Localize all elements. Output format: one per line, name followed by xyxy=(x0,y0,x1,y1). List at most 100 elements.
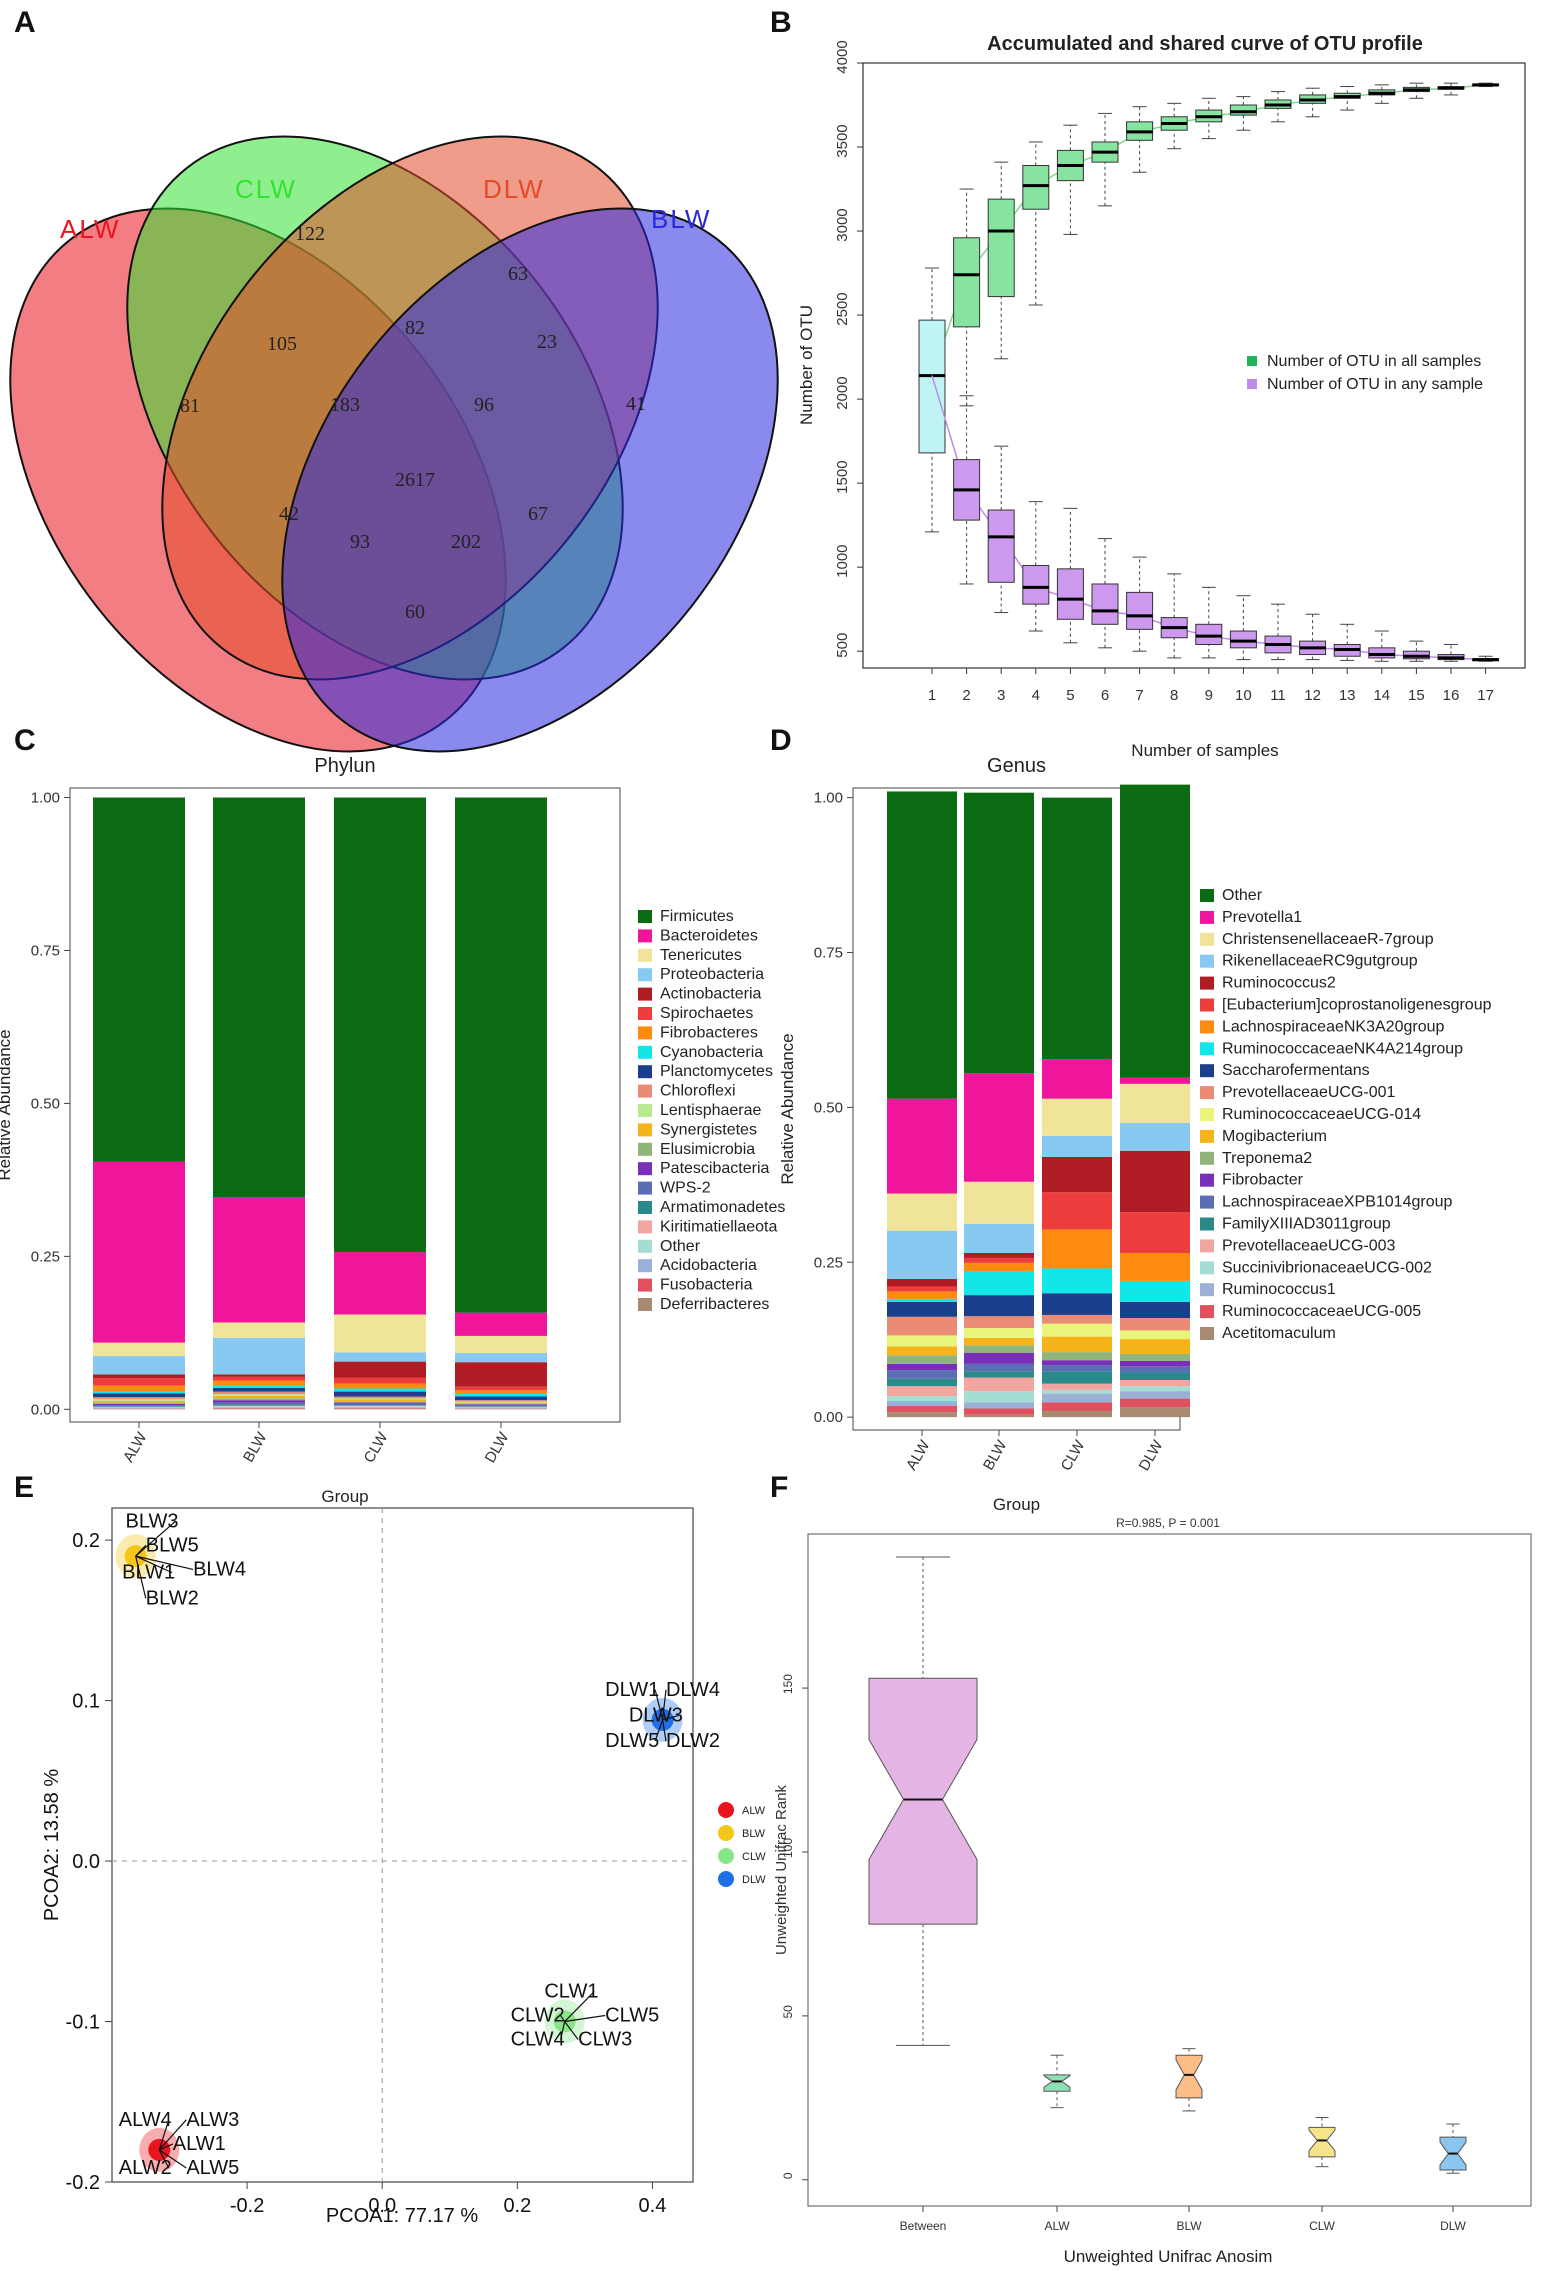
legend-swatch xyxy=(638,929,652,943)
point-label: ALW3 xyxy=(186,2109,239,2131)
label-leader xyxy=(135,1544,147,1557)
x-tick-label: 12 xyxy=(1304,687,1321,704)
box xyxy=(1091,583,1119,625)
venn-diagram: ALW CLW DLW BLW 81 122 63 41 105 82 23 183 96 2617 42 6… xyxy=(9,135,779,753)
panel-label-b: B xyxy=(770,6,792,39)
legend-swatch xyxy=(1200,1195,1214,1209)
bar-segment xyxy=(334,1402,426,1404)
box xyxy=(1229,104,1257,116)
x-tick-label: BLW xyxy=(980,1437,1011,1473)
legend-label: Cyanobacteria xyxy=(660,1044,763,1061)
bar-segment xyxy=(334,1252,426,1315)
otu-curve-chart: Accumulated and shared curve of OTU prof… xyxy=(797,33,1526,760)
plot-frame xyxy=(862,62,1526,669)
legend-swatch xyxy=(1200,1283,1214,1297)
y-tick-label: -0.1 xyxy=(66,2012,100,2034)
legend-label: Chloroflexi xyxy=(660,1083,736,1100)
legend-swatch xyxy=(718,1848,734,1864)
bar-segment xyxy=(1042,1156,1112,1193)
legend-label: SuccinivibrionaceaeUCG-002 xyxy=(1222,1259,1432,1276)
point-label: DLW5 xyxy=(605,1730,659,1752)
legend-swatch xyxy=(638,1239,652,1253)
point-label: DLW1 xyxy=(605,1679,659,1701)
chart-title: Phylun xyxy=(314,755,375,777)
bar-segment xyxy=(213,1404,305,1406)
bar-segment xyxy=(455,1406,547,1408)
bar-segment xyxy=(887,1378,957,1387)
bar-segment xyxy=(964,1414,1034,1418)
legend-swatch xyxy=(1200,910,1214,924)
bar-segment xyxy=(213,1322,305,1338)
point-label: BLW3 xyxy=(126,1510,179,1532)
point-label: BLW5 xyxy=(146,1534,199,1556)
bar-segment xyxy=(455,1408,547,1409)
x-tick-label: 6 xyxy=(1101,687,1109,704)
x-tick-label: 4 xyxy=(1032,687,1040,704)
label-leader xyxy=(662,1719,667,1742)
bar-segment xyxy=(964,1252,1034,1258)
label-leader xyxy=(135,1556,147,1599)
bar-segment xyxy=(334,1405,426,1406)
legend-swatch xyxy=(638,1142,652,1156)
legend-label: ChristensenellaceaeR-7group xyxy=(1222,931,1434,948)
bar-segment xyxy=(93,1405,185,1407)
legend-label: RuminococcaceaeUCG-005 xyxy=(1222,1303,1421,1320)
y-tick-label: 2000 xyxy=(834,376,851,409)
point-label: BLW4 xyxy=(193,1558,246,1580)
bar-segment xyxy=(334,1405,426,1407)
x-tick-label: 7 xyxy=(1135,687,1143,704)
legend-label: PrevotellaceaeUCG-003 xyxy=(1222,1237,1396,1254)
bar-segment xyxy=(334,1314,426,1353)
plot-frame xyxy=(69,787,621,1423)
bar-segment xyxy=(93,1408,185,1410)
phylum-stacked-bar-chart: Phylun 0.00 0.25 0.50 0.75 1.00 ALW BLW CLW DLW Gr… xyxy=(0,755,785,1506)
bar-segment xyxy=(334,1352,426,1362)
bar-segment xyxy=(334,1383,426,1389)
y-tick-label: 3000 xyxy=(834,208,851,241)
y-axis-label: Unweighted Unifrac Rank xyxy=(773,1784,790,1955)
bar-segment xyxy=(1120,1077,1190,1084)
venn-set-label-blw: BLW xyxy=(651,204,711,234)
legend-swatch xyxy=(1200,1261,1214,1275)
bar-segment xyxy=(1042,1314,1112,1324)
bar-segment xyxy=(1042,1098,1112,1136)
bar-segment xyxy=(455,1362,547,1387)
legend-swatch xyxy=(1247,379,1257,389)
bar-segment xyxy=(1042,1336,1112,1353)
bar-segment xyxy=(213,1391,305,1395)
legend-swatch xyxy=(638,1259,652,1273)
legend-label: LachnospiraceaeXPB1014group xyxy=(1222,1194,1453,1211)
bar-segment xyxy=(964,1295,1034,1317)
legend-swatch xyxy=(638,1181,652,1195)
bar-segment xyxy=(1120,1407,1190,1418)
point-label: ALW4 xyxy=(119,2109,172,2131)
legend-label: PrevotellaceaeUCG-001 xyxy=(1222,1084,1396,1101)
legend-swatch xyxy=(718,1825,734,1841)
y-tick-label: 150 xyxy=(781,1674,795,1694)
y-tick-label: 4000 xyxy=(834,40,851,73)
legend-label: Proteobacteria xyxy=(660,966,764,983)
bar-segment xyxy=(1120,1150,1190,1213)
bar-segment xyxy=(887,1286,957,1292)
label-leader xyxy=(560,2021,566,2040)
legend-label: Tenericutes xyxy=(660,947,742,964)
legend-label: WPS-2 xyxy=(660,1180,711,1197)
bar-segment xyxy=(334,1401,426,1403)
notched-box xyxy=(868,1677,978,1925)
label-leader xyxy=(135,1555,194,1570)
x-tick-label: 5 xyxy=(1066,687,1074,704)
legend-swatch xyxy=(638,1007,652,1020)
box xyxy=(918,319,946,454)
bar-segment xyxy=(1042,1393,1112,1403)
bar-segment xyxy=(887,1316,957,1336)
legend-label: FamilyXIIIAD3011group xyxy=(1222,1216,1391,1233)
legend-label: RuminococcaceaeNK4A214group xyxy=(1222,1040,1463,1057)
bar-segment xyxy=(93,1342,185,1357)
bar-segment xyxy=(334,1388,426,1392)
legend-label: Spirochaetes xyxy=(660,1005,753,1022)
venn-set-label-dlw: DLW xyxy=(483,174,545,204)
bar-segment xyxy=(93,1393,185,1398)
bar-segment xyxy=(213,1374,305,1377)
plot-frame xyxy=(807,1533,1532,2207)
